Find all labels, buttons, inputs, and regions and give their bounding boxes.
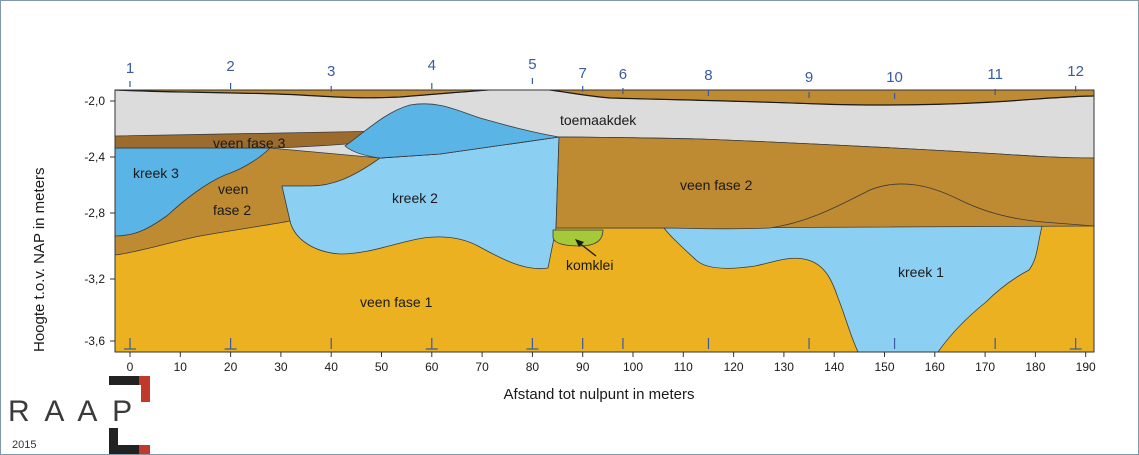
layer-veen-fase-2-right [555, 136, 1094, 230]
y-tick-label: -2,4 [84, 150, 105, 164]
y-tick-label: -3,6 [84, 334, 105, 348]
boring-label: 8 [704, 67, 712, 84]
x-tick-label: 90 [576, 360, 590, 374]
label-veen-fase-1: veen fase 1 [360, 294, 433, 310]
boring-label: 12 [1067, 63, 1084, 80]
logo-bracket-bottom-red [139, 445, 150, 454]
label-kreek-1: kreek 1 [898, 264, 944, 280]
label-veen-fase-2-left-1: veen [218, 181, 248, 197]
x-tick-label: 70 [475, 360, 489, 374]
layer-kreek-2 [281, 136, 560, 270]
x-tick-label: 130 [774, 360, 794, 374]
boring-label: 2 [226, 58, 234, 75]
label-toemaakdek: toemaakdek [560, 112, 637, 128]
label-veen-fase-2-right: veen fase 2 [680, 177, 753, 193]
komklei-arrowhead [575, 239, 584, 247]
label-kreek-2: kreek 2 [392, 190, 438, 206]
borings-group: 1 2 3 4 57 6 8 9 10 11 12 [124, 56, 1084, 350]
x-tick-label: 180 [1025, 360, 1045, 374]
x-tick-label: 100 [623, 360, 643, 374]
boring-label: 6 [619, 66, 627, 83]
ground-surface-line [115, 90, 1094, 106]
x-tick-label: 30 [274, 360, 288, 374]
x-tick-label: 160 [925, 360, 945, 374]
logo-bracket-bottom-side [109, 428, 118, 454]
x-tick-label: 150 [874, 360, 894, 374]
x-tick-label: 10 [174, 360, 188, 374]
y-tick-label: -3,2 [84, 272, 105, 286]
boring-label: 4 [428, 57, 436, 74]
boring-label: 5 [528, 56, 536, 73]
x-tick-label: 20 [224, 360, 238, 374]
label-komklei: komklei [566, 257, 613, 273]
x-axis: 0 10 20 30 40 50 60 70 80 90 100 110 120 130 140 150 160… [127, 352, 1096, 374]
y-tick-label: -2,8 [84, 206, 105, 220]
layer-kreek-1 [663, 221, 1044, 352]
x-tick-label: 110 [674, 360, 693, 374]
x-tick-label: 140 [824, 360, 844, 374]
label-veen-fase-2-left-2: fase 2 [213, 202, 251, 218]
logo-bracket-top-bar [109, 376, 150, 385]
layer-kreek-2-lobe [344, 103, 560, 159]
layer-kreek-3 [115, 147, 271, 237]
boring-label: 10 [886, 69, 903, 86]
x-tick-label: 40 [325, 360, 339, 374]
label-kreek-3: kreek 3 [133, 165, 179, 181]
x-axis-title: Afstand tot nulpunt in meters [504, 386, 695, 403]
logo-bracket-bottom-bar [109, 445, 150, 454]
y-axis-title: Hoogte t.o.v. NAP in meters [31, 167, 48, 352]
x-tick-label: 0 [127, 360, 134, 374]
boring-label: 3 [327, 63, 335, 80]
y-tick-label: -2,0 [84, 94, 105, 108]
boring-label: 9 [805, 69, 813, 86]
y-axis: -2,0 -2,4 -2,8 -3,2 -3,6 [84, 94, 115, 348]
x-tick-label: 50 [375, 360, 389, 374]
x-tick-label: 60 [425, 360, 439, 374]
x-tick-label: 120 [724, 360, 744, 374]
raap-logo: R A A P 2015 [8, 376, 150, 454]
boring-label: 7 [579, 65, 587, 82]
boring-label: 11 [987, 66, 1003, 83]
logo-year: 2015 [12, 439, 36, 451]
layers-group [115, 90, 1094, 352]
x-tick-label: 80 [526, 360, 540, 374]
x-tick-label: 170 [975, 360, 995, 374]
plot-border [114, 89, 1095, 353]
logo-bracket-top-side [141, 376, 150, 402]
boring-label: 1 [126, 60, 134, 77]
x-tick-label: 190 [1076, 360, 1096, 374]
label-veen-fase-3: veen fase 3 [213, 135, 286, 151]
logo-letters: R A A P [8, 395, 136, 428]
